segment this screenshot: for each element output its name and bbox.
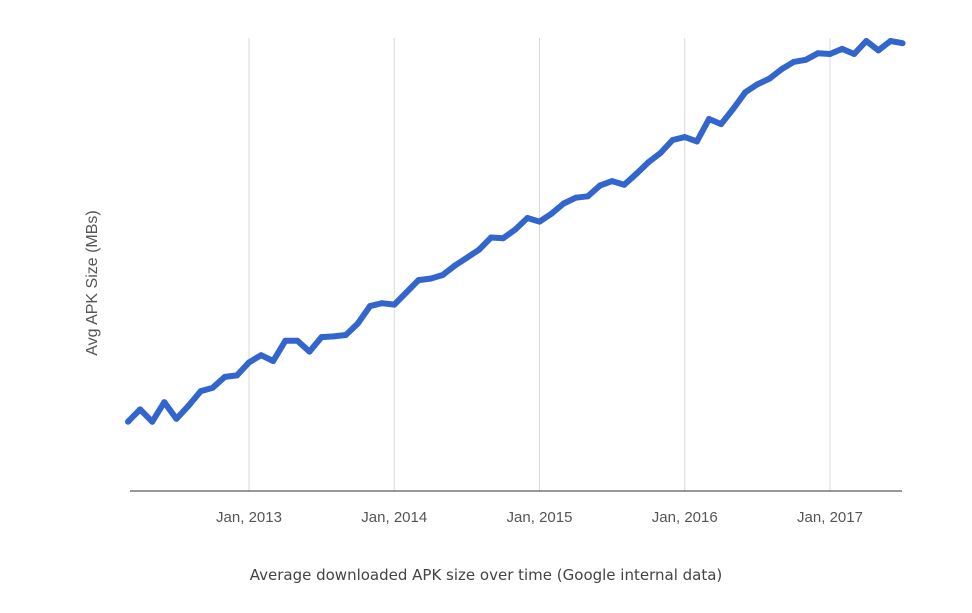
data-point-2012-10 bbox=[209, 384, 216, 391]
data-point-2016-08 bbox=[766, 75, 773, 82]
data-point-2016-12 bbox=[814, 50, 821, 57]
data-point-2016-09 bbox=[778, 66, 785, 73]
data-point-2016-02 bbox=[693, 138, 700, 145]
data-point-2017-06 bbox=[887, 38, 894, 44]
data-point-2012-09 bbox=[197, 388, 204, 395]
x-tick-label-2016: Jan, 2016 bbox=[652, 509, 718, 526]
data-point-2016-11 bbox=[802, 56, 809, 63]
data-point-2015-03 bbox=[560, 200, 567, 207]
data-point-2013-05 bbox=[294, 337, 301, 344]
data-point-2015-09 bbox=[633, 170, 640, 177]
data-point-2016-03 bbox=[706, 116, 712, 122]
data-point-2015-02 bbox=[548, 210, 555, 217]
data-point-2017-04 bbox=[863, 38, 870, 44]
x-tick-label-2013: Jan, 2013 bbox=[216, 509, 282, 526]
data-point-2016-10 bbox=[790, 58, 797, 65]
data-point-2012-06 bbox=[161, 399, 168, 406]
data-point-2012-07 bbox=[173, 415, 180, 422]
data-points bbox=[125, 38, 906, 425]
vertical-gridlines bbox=[248, 38, 831, 491]
data-point-2014-09 bbox=[488, 234, 495, 241]
data-point-2013-08 bbox=[330, 333, 337, 340]
data-point-2013-04 bbox=[282, 337, 289, 344]
data-point-2014-11 bbox=[512, 226, 519, 233]
data-point-2013-07 bbox=[318, 334, 325, 341]
data-point-2013-09 bbox=[342, 332, 349, 338]
data-point-2016-05 bbox=[730, 105, 737, 112]
chart-caption: Average downloaded APK size over time (G… bbox=[249, 566, 723, 584]
data-point-2014-02 bbox=[403, 289, 410, 296]
data-point-2012-03 bbox=[125, 418, 131, 425]
data-point-2014-07 bbox=[463, 254, 470, 261]
data-point-2015-12 bbox=[669, 137, 676, 143]
data-point-2013-11 bbox=[367, 303, 373, 310]
data-point-2015-11 bbox=[657, 150, 664, 156]
data-point-2015-07 bbox=[609, 178, 616, 185]
data-point-2012-12 bbox=[233, 372, 240, 379]
data-point-2012-05 bbox=[149, 418, 156, 425]
x-tick-label-2017: Jan, 2017 bbox=[797, 509, 863, 526]
data-point-2016-06 bbox=[742, 89, 749, 96]
data-point-2014-06 bbox=[451, 262, 458, 269]
data-point-2014-01 bbox=[391, 301, 398, 308]
data-point-2015-06 bbox=[597, 182, 603, 189]
data-point-2013-12 bbox=[379, 300, 386, 307]
data-point-2014-04 bbox=[427, 275, 434, 282]
data-point-2015-04 bbox=[572, 194, 579, 201]
data-point-2013-10 bbox=[354, 320, 361, 327]
data-point-2012-11 bbox=[221, 373, 228, 380]
data-point-2014-08 bbox=[476, 246, 482, 253]
data-point-2016-04 bbox=[718, 121, 725, 128]
data-point-2015-10 bbox=[645, 159, 652, 166]
data-point-2015-05 bbox=[584, 193, 591, 200]
x-tick-label-2015: Jan, 2015 bbox=[507, 509, 573, 526]
y-axis-title: Avg APK Size (MBs) bbox=[84, 210, 101, 356]
data-point-2014-03 bbox=[415, 277, 422, 284]
data-point-2014-12 bbox=[524, 215, 531, 221]
data-point-2017-02 bbox=[839, 45, 846, 52]
data-point-2012-08 bbox=[185, 402, 192, 409]
data-point-2016-07 bbox=[754, 81, 761, 88]
data-point-2013-01 bbox=[246, 359, 252, 366]
data-point-2012-04 bbox=[137, 406, 144, 413]
data-point-2013-06 bbox=[306, 348, 313, 355]
data-point-2014-05 bbox=[439, 272, 446, 278]
data-point-2013-03 bbox=[270, 358, 277, 364]
data-point-2013-02 bbox=[258, 352, 265, 359]
data-point-2017-05 bbox=[875, 47, 882, 54]
data-point-2015-08 bbox=[621, 181, 628, 188]
x-tick-label-2014: Jan, 2014 bbox=[361, 509, 427, 526]
data-point-2016-01 bbox=[681, 134, 688, 141]
data-point-2014-10 bbox=[500, 235, 507, 242]
data-point-2017-03 bbox=[851, 51, 858, 57]
data-point-2015-01 bbox=[536, 218, 543, 225]
data-point-2017-07 bbox=[899, 40, 906, 47]
x-tick-labels: Jan, 2013 Jan, 2014 Jan, 2015 Jan, 2016 Jan,… bbox=[216, 509, 863, 526]
data-point-2017-01 bbox=[827, 51, 833, 57]
